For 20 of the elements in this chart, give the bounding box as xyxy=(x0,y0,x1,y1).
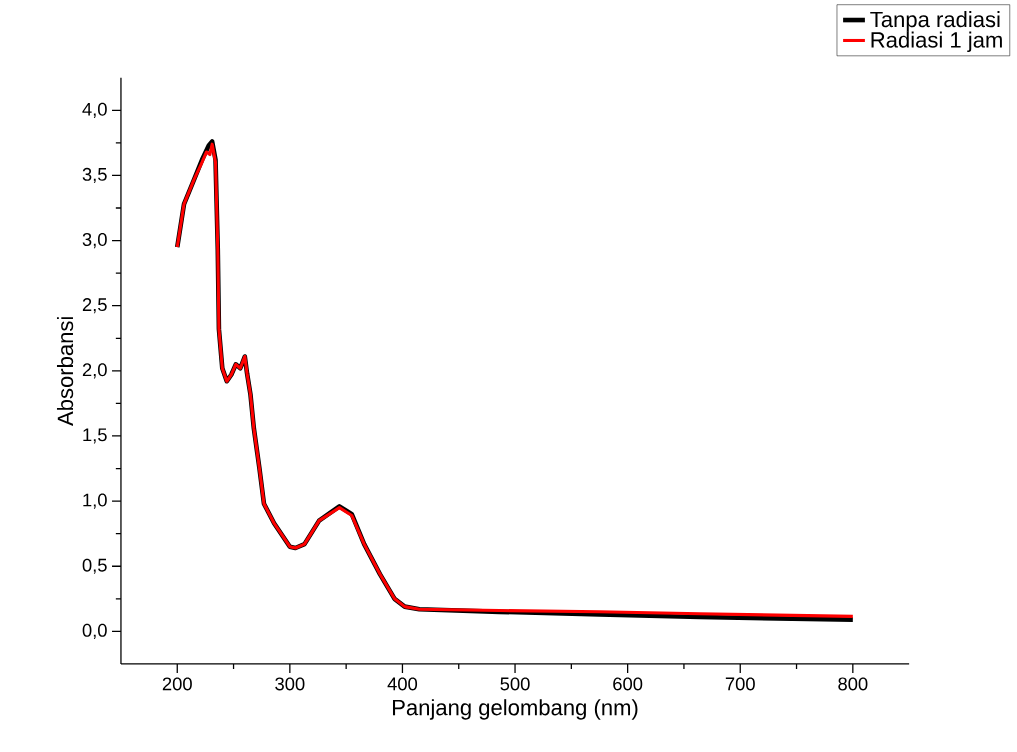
x-tick-label: 200 xyxy=(162,677,192,691)
y-tick-label: 3,0 xyxy=(82,233,107,249)
y-tick-label: 2,5 xyxy=(82,298,107,314)
legend-label: Radiasi 1 jam xyxy=(871,31,1002,53)
x-tick-label: 600 xyxy=(613,677,643,691)
y-tick-label: 0,5 xyxy=(82,558,107,574)
y-tick-label: 3,5 xyxy=(82,167,107,184)
y-tick-label: 4,0 xyxy=(82,102,107,118)
y-tick-label: 1,5 xyxy=(83,428,107,444)
y-axis-title: Absorbansi xyxy=(56,317,74,427)
y-tick-label: 1,0 xyxy=(83,493,107,509)
legend-label: Tanpa radiasi xyxy=(870,11,1000,32)
x-tick-label: 800 xyxy=(838,677,868,691)
x-axis-title: Panjang gelombang (nm) xyxy=(392,699,638,720)
x-tick-label: 400 xyxy=(387,677,418,691)
x-tick-label: 300 xyxy=(275,677,305,691)
x-tick-label: 700 xyxy=(725,677,755,691)
y-tick-label: 2,0 xyxy=(82,363,107,379)
x-tick-label: 500 xyxy=(500,677,530,691)
y-tick-label: 0,0 xyxy=(82,623,107,640)
